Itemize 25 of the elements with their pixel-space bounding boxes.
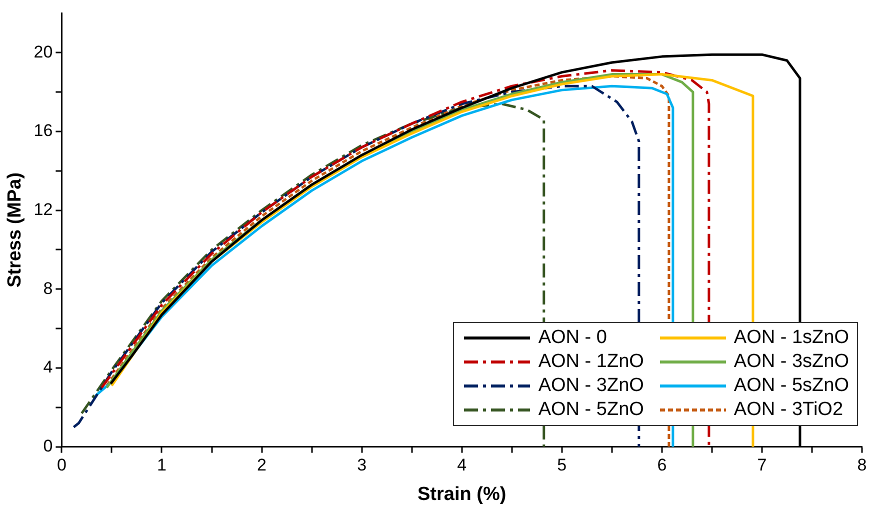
x-tick-label: 3 xyxy=(357,456,367,475)
x-tick-label: 5 xyxy=(557,456,567,475)
y-tick-label: 12 xyxy=(34,200,53,219)
legend-label: AON - 5ZnO xyxy=(538,399,644,421)
x-tick-label: 0 xyxy=(56,456,66,475)
legend-label: AON - 1ZnO xyxy=(538,351,644,373)
x-axis-title: Strain (%) xyxy=(418,484,506,505)
y-tick-label: 20 xyxy=(34,42,53,62)
legend-label: AON - 3ZnO xyxy=(538,375,644,397)
legend-label: AON - 0 xyxy=(538,327,607,349)
x-tick-label: 1 xyxy=(157,456,166,475)
y-tick-label: 0 xyxy=(43,436,53,456)
x-tick-label: 8 xyxy=(857,456,867,475)
x-tick-label: 7 xyxy=(757,456,767,475)
y-tick-label: 16 xyxy=(34,121,53,140)
legend-label: AON - 1sZnO xyxy=(734,327,849,349)
legend-label: AON - 3sZnO xyxy=(734,351,849,373)
legend-label: AON - 3TiO2 xyxy=(734,399,844,421)
y-tick-label: 8 xyxy=(43,278,53,298)
y-axis-title: Stress (MPa) xyxy=(4,172,26,288)
x-tick-label: 6 xyxy=(657,456,667,475)
legend-label: AON - 5sZnO xyxy=(734,375,849,397)
x-tick-label: 2 xyxy=(257,456,267,475)
y-tick-label: 4 xyxy=(43,358,53,377)
x-tick-label: 4 xyxy=(457,456,467,475)
